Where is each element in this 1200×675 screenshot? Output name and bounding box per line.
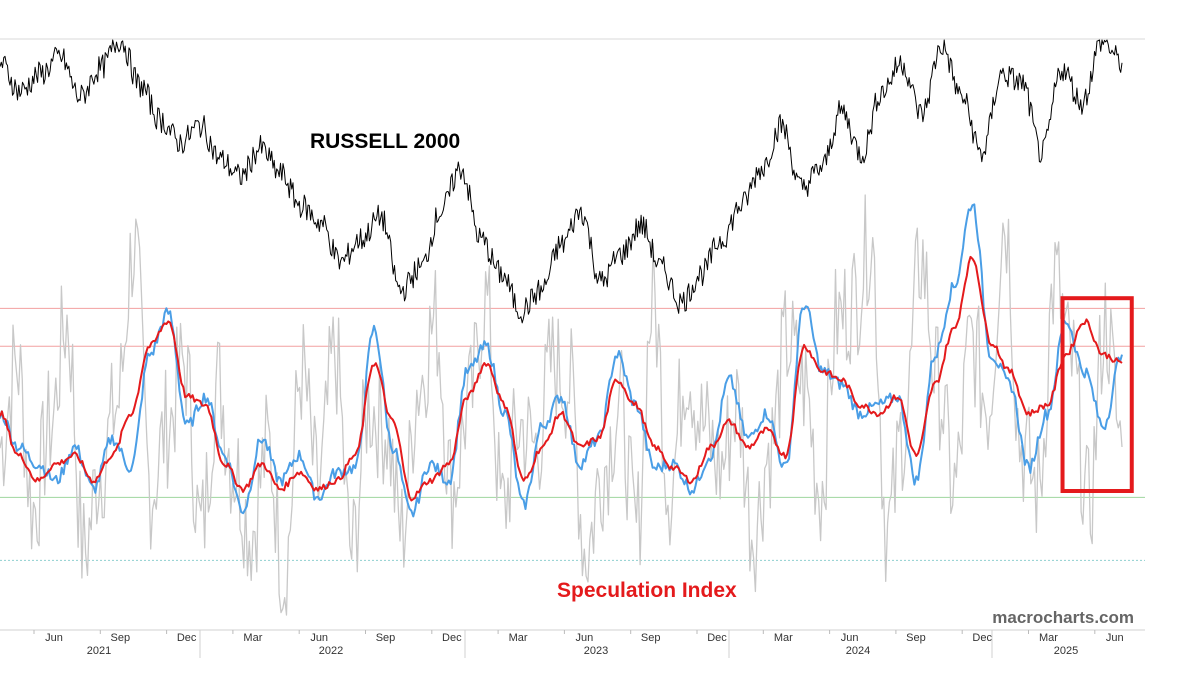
x-axis: Jun Sep Dec Mar Jun Sep Dec Mar Jun Sep Dec Mar Jun S… (0, 629, 1145, 658)
x-tick-month: Mar (243, 632, 262, 644)
series-russell-2000 (0, 39, 1123, 324)
x-tick-month: Sep (906, 632, 926, 644)
source-watermark: macrocharts.com (992, 608, 1134, 627)
x-tick-month: Sep (111, 632, 131, 644)
x-tick-year: 2025 (1054, 645, 1078, 657)
series-speculation-fast-ma (0, 203, 1123, 518)
x-tick-month: Jun (45, 632, 63, 644)
series-layer (0, 39, 1123, 616)
x-tick-month: Jun (310, 632, 328, 644)
x-tick-month: Mar (1039, 632, 1058, 644)
highlight-box (1060, 296, 1134, 494)
x-tick-month: Jun (841, 632, 859, 644)
x-tick-month: Sep (376, 632, 396, 644)
x-tick-month: Sep (641, 632, 661, 644)
x-tick-month: Dec (442, 632, 462, 644)
x-tick-month: Mar (774, 632, 793, 644)
chart-title: RUSSELL 2000 (310, 130, 460, 153)
series-raw-speculation (0, 194, 1123, 616)
x-tick-year: 2021 (87, 645, 111, 657)
x-tick-month: Mar (509, 632, 528, 644)
series-speculation-slow-ma (0, 255, 1123, 502)
x-tick-month: Jun (1106, 632, 1124, 644)
x-tick-month: Dec (177, 632, 197, 644)
x-tick-month: Dec (707, 632, 727, 644)
x-tick-month: Dec (972, 632, 992, 644)
x-tick-year: 2023 (584, 645, 608, 657)
x-tick-month: Jun (576, 632, 594, 644)
x-tick-year: 2022 (319, 645, 343, 657)
x-tick-year: 2024 (846, 645, 870, 657)
speculation-index-label: Speculation Index (557, 579, 737, 602)
